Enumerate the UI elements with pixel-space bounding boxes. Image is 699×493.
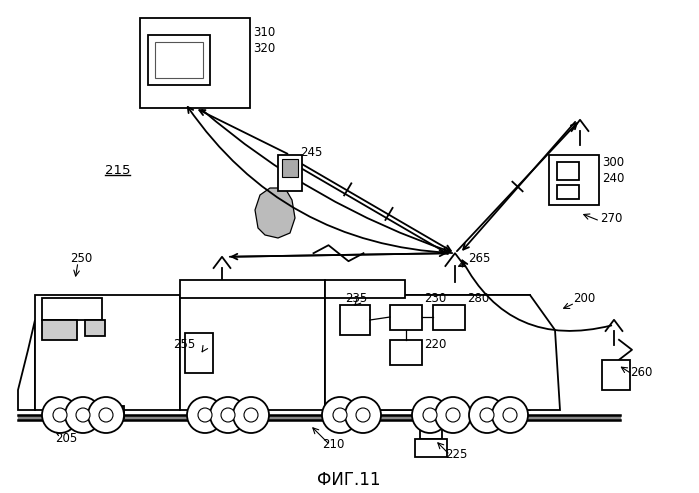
Circle shape — [333, 408, 347, 422]
Text: 220: 220 — [424, 339, 447, 352]
Circle shape — [480, 408, 494, 422]
Circle shape — [423, 408, 437, 422]
Circle shape — [42, 397, 78, 433]
Circle shape — [88, 397, 124, 433]
Text: 245: 245 — [300, 145, 322, 159]
Circle shape — [469, 397, 505, 433]
Bar — [557, 185, 579, 199]
Text: ФИГ.11: ФИГ.11 — [317, 471, 381, 489]
Bar — [325, 295, 530, 410]
Bar — [328, 406, 378, 418]
Bar — [193, 406, 263, 418]
Circle shape — [76, 408, 90, 422]
Text: 300: 300 — [602, 156, 624, 170]
Text: 210: 210 — [322, 438, 345, 452]
Text: 250: 250 — [70, 251, 92, 265]
Bar — [390, 305, 422, 330]
Circle shape — [492, 397, 528, 433]
Bar — [180, 295, 325, 410]
Circle shape — [221, 408, 235, 422]
Circle shape — [187, 397, 223, 433]
Bar — [35, 295, 180, 410]
Bar — [418, 406, 468, 418]
Polygon shape — [255, 188, 295, 238]
Text: 225: 225 — [445, 449, 468, 461]
Bar — [282, 159, 298, 177]
Circle shape — [233, 397, 269, 433]
Bar — [278, 155, 302, 191]
Polygon shape — [18, 320, 35, 410]
Bar — [602, 360, 630, 390]
Circle shape — [345, 397, 381, 433]
Circle shape — [435, 397, 471, 433]
Circle shape — [65, 397, 101, 433]
Text: 265: 265 — [468, 251, 491, 265]
Text: 205: 205 — [55, 431, 78, 445]
Bar — [475, 406, 525, 418]
Bar — [433, 305, 465, 330]
Bar — [185, 333, 213, 373]
Bar — [140, 18, 250, 108]
Text: 200: 200 — [573, 291, 596, 305]
Circle shape — [244, 408, 258, 422]
Bar — [549, 155, 599, 205]
Text: 255: 255 — [173, 339, 195, 352]
Circle shape — [356, 408, 370, 422]
Text: 260: 260 — [630, 365, 652, 379]
Circle shape — [99, 408, 113, 422]
Circle shape — [210, 397, 246, 433]
Text: 215: 215 — [105, 164, 131, 176]
Text: 240: 240 — [602, 172, 624, 184]
Bar — [415, 439, 447, 457]
Polygon shape — [325, 295, 560, 410]
Circle shape — [322, 397, 358, 433]
Bar — [42, 320, 77, 340]
Circle shape — [198, 408, 212, 422]
Text: 270: 270 — [600, 211, 622, 224]
Bar — [48, 406, 124, 418]
Circle shape — [53, 408, 67, 422]
Bar — [390, 340, 422, 365]
Bar — [420, 425, 442, 439]
Circle shape — [412, 397, 448, 433]
Text: 230: 230 — [424, 291, 446, 305]
Bar — [42, 298, 102, 320]
Circle shape — [503, 408, 517, 422]
Bar — [148, 35, 210, 85]
Text: 280: 280 — [467, 291, 489, 305]
Bar — [180, 280, 325, 298]
Bar — [155, 42, 203, 78]
Text: 235: 235 — [345, 291, 367, 305]
Polygon shape — [18, 415, 620, 420]
Circle shape — [446, 408, 460, 422]
Text: 320: 320 — [253, 41, 275, 55]
Bar — [557, 162, 579, 180]
Bar — [325, 280, 405, 298]
Bar — [340, 305, 370, 335]
Bar — [85, 320, 105, 336]
Text: 310: 310 — [253, 26, 275, 38]
